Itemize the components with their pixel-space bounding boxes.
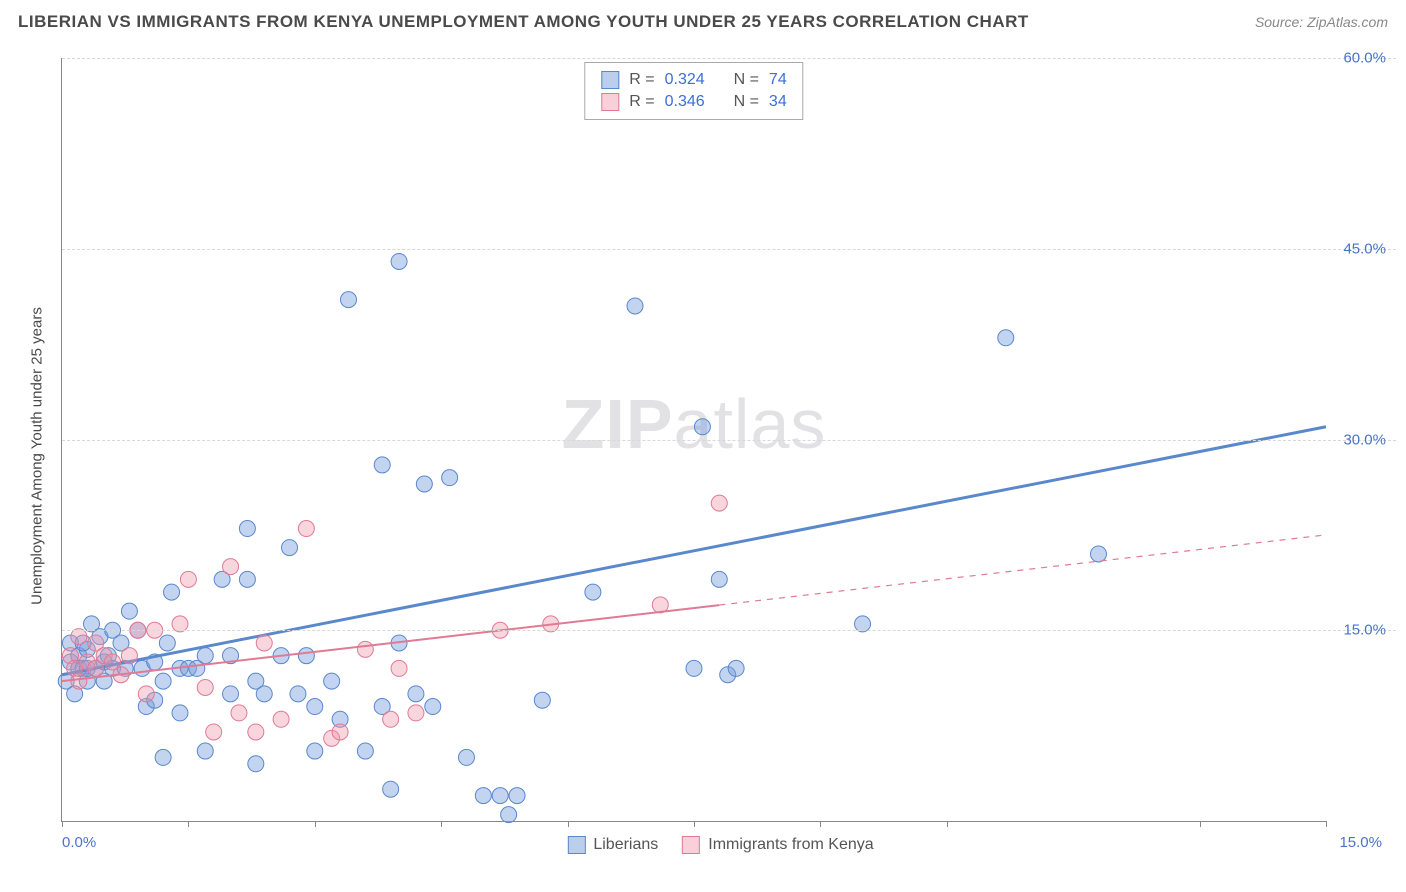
data-point <box>383 711 399 727</box>
swatch-blue <box>567 836 585 854</box>
data-point <box>332 724 348 740</box>
data-point <box>223 559 239 575</box>
data-point <box>534 692 550 708</box>
data-point <box>686 660 702 676</box>
source-label: Source: ZipAtlas.com <box>1255 14 1388 30</box>
data-point <box>391 253 407 269</box>
correlation-legend: R = 0.324 N = 74 R = 0.346 N = 34 <box>584 62 803 120</box>
trend-line-dashed <box>719 535 1326 605</box>
data-point <box>248 756 264 772</box>
data-point <box>138 686 154 702</box>
swatch-pink <box>601 93 619 111</box>
data-point <box>458 749 474 765</box>
data-point <box>1090 546 1106 562</box>
data-point <box>391 660 407 676</box>
data-point <box>164 584 180 600</box>
data-point <box>728 660 744 676</box>
data-point <box>159 635 175 651</box>
data-point <box>197 679 213 695</box>
legend-row-blue: R = 0.324 N = 74 <box>601 69 786 91</box>
data-point <box>711 571 727 587</box>
legend-item-liberians: Liberians <box>567 836 658 854</box>
data-point <box>711 495 727 511</box>
data-point <box>273 711 289 727</box>
data-point <box>416 476 432 492</box>
data-point <box>121 603 137 619</box>
data-point <box>408 686 424 702</box>
data-point <box>290 686 306 702</box>
y-axis-label: Unemployment Among Youth under 25 years <box>29 307 46 605</box>
data-point <box>239 521 255 537</box>
data-point <box>492 788 508 804</box>
x-axis-min-label: 0.0% <box>62 834 96 851</box>
data-point <box>307 699 323 715</box>
data-point <box>627 298 643 314</box>
data-point <box>239 571 255 587</box>
data-point <box>383 781 399 797</box>
data-point <box>298 648 314 664</box>
data-point <box>357 743 373 759</box>
data-point <box>341 292 357 308</box>
data-point <box>585 584 601 600</box>
chart-container: Unemployment Among Youth under 25 years … <box>45 50 1396 862</box>
y-tick-label: 15.0% <box>1343 622 1386 639</box>
data-point <box>425 699 441 715</box>
data-point <box>155 749 171 765</box>
y-tick-label: 30.0% <box>1343 431 1386 448</box>
data-point <box>442 470 458 486</box>
legend-row-pink: R = 0.346 N = 34 <box>601 91 786 113</box>
trend-line <box>62 427 1326 675</box>
data-point <box>475 788 491 804</box>
data-point <box>509 788 525 804</box>
legend-item-kenya: Immigrants from Kenya <box>682 836 873 854</box>
data-point <box>694 419 710 435</box>
data-point <box>282 540 298 556</box>
data-point <box>298 521 314 537</box>
data-point <box>223 686 239 702</box>
data-point <box>71 673 87 689</box>
y-tick-label: 45.0% <box>1343 240 1386 257</box>
series-legend: Liberians Immigrants from Kenya <box>567 836 873 854</box>
data-point <box>197 648 213 664</box>
chart-title: LIBERIAN VS IMMIGRANTS FROM KENYA UNEMPL… <box>18 12 1029 32</box>
data-point <box>357 641 373 657</box>
data-point <box>206 724 222 740</box>
data-point <box>307 743 323 759</box>
data-point <box>324 673 340 689</box>
data-point <box>374 457 390 473</box>
data-point <box>408 705 424 721</box>
swatch-blue <box>601 71 619 89</box>
data-point <box>256 686 272 702</box>
data-point <box>180 571 196 587</box>
y-tick-label: 60.0% <box>1343 50 1386 67</box>
swatch-pink <box>682 836 700 854</box>
data-point <box>256 635 272 651</box>
data-point <box>121 648 137 664</box>
x-axis-max-label: 15.0% <box>1339 834 1382 851</box>
data-point <box>197 743 213 759</box>
data-point <box>998 330 1014 346</box>
data-point <box>501 807 517 823</box>
data-point <box>231 705 247 721</box>
data-point <box>155 673 171 689</box>
data-point <box>248 724 264 740</box>
data-point <box>172 705 188 721</box>
plot-area: ZIPatlas R = 0.324 N = 74 R = 0.346 N = … <box>61 58 1326 822</box>
